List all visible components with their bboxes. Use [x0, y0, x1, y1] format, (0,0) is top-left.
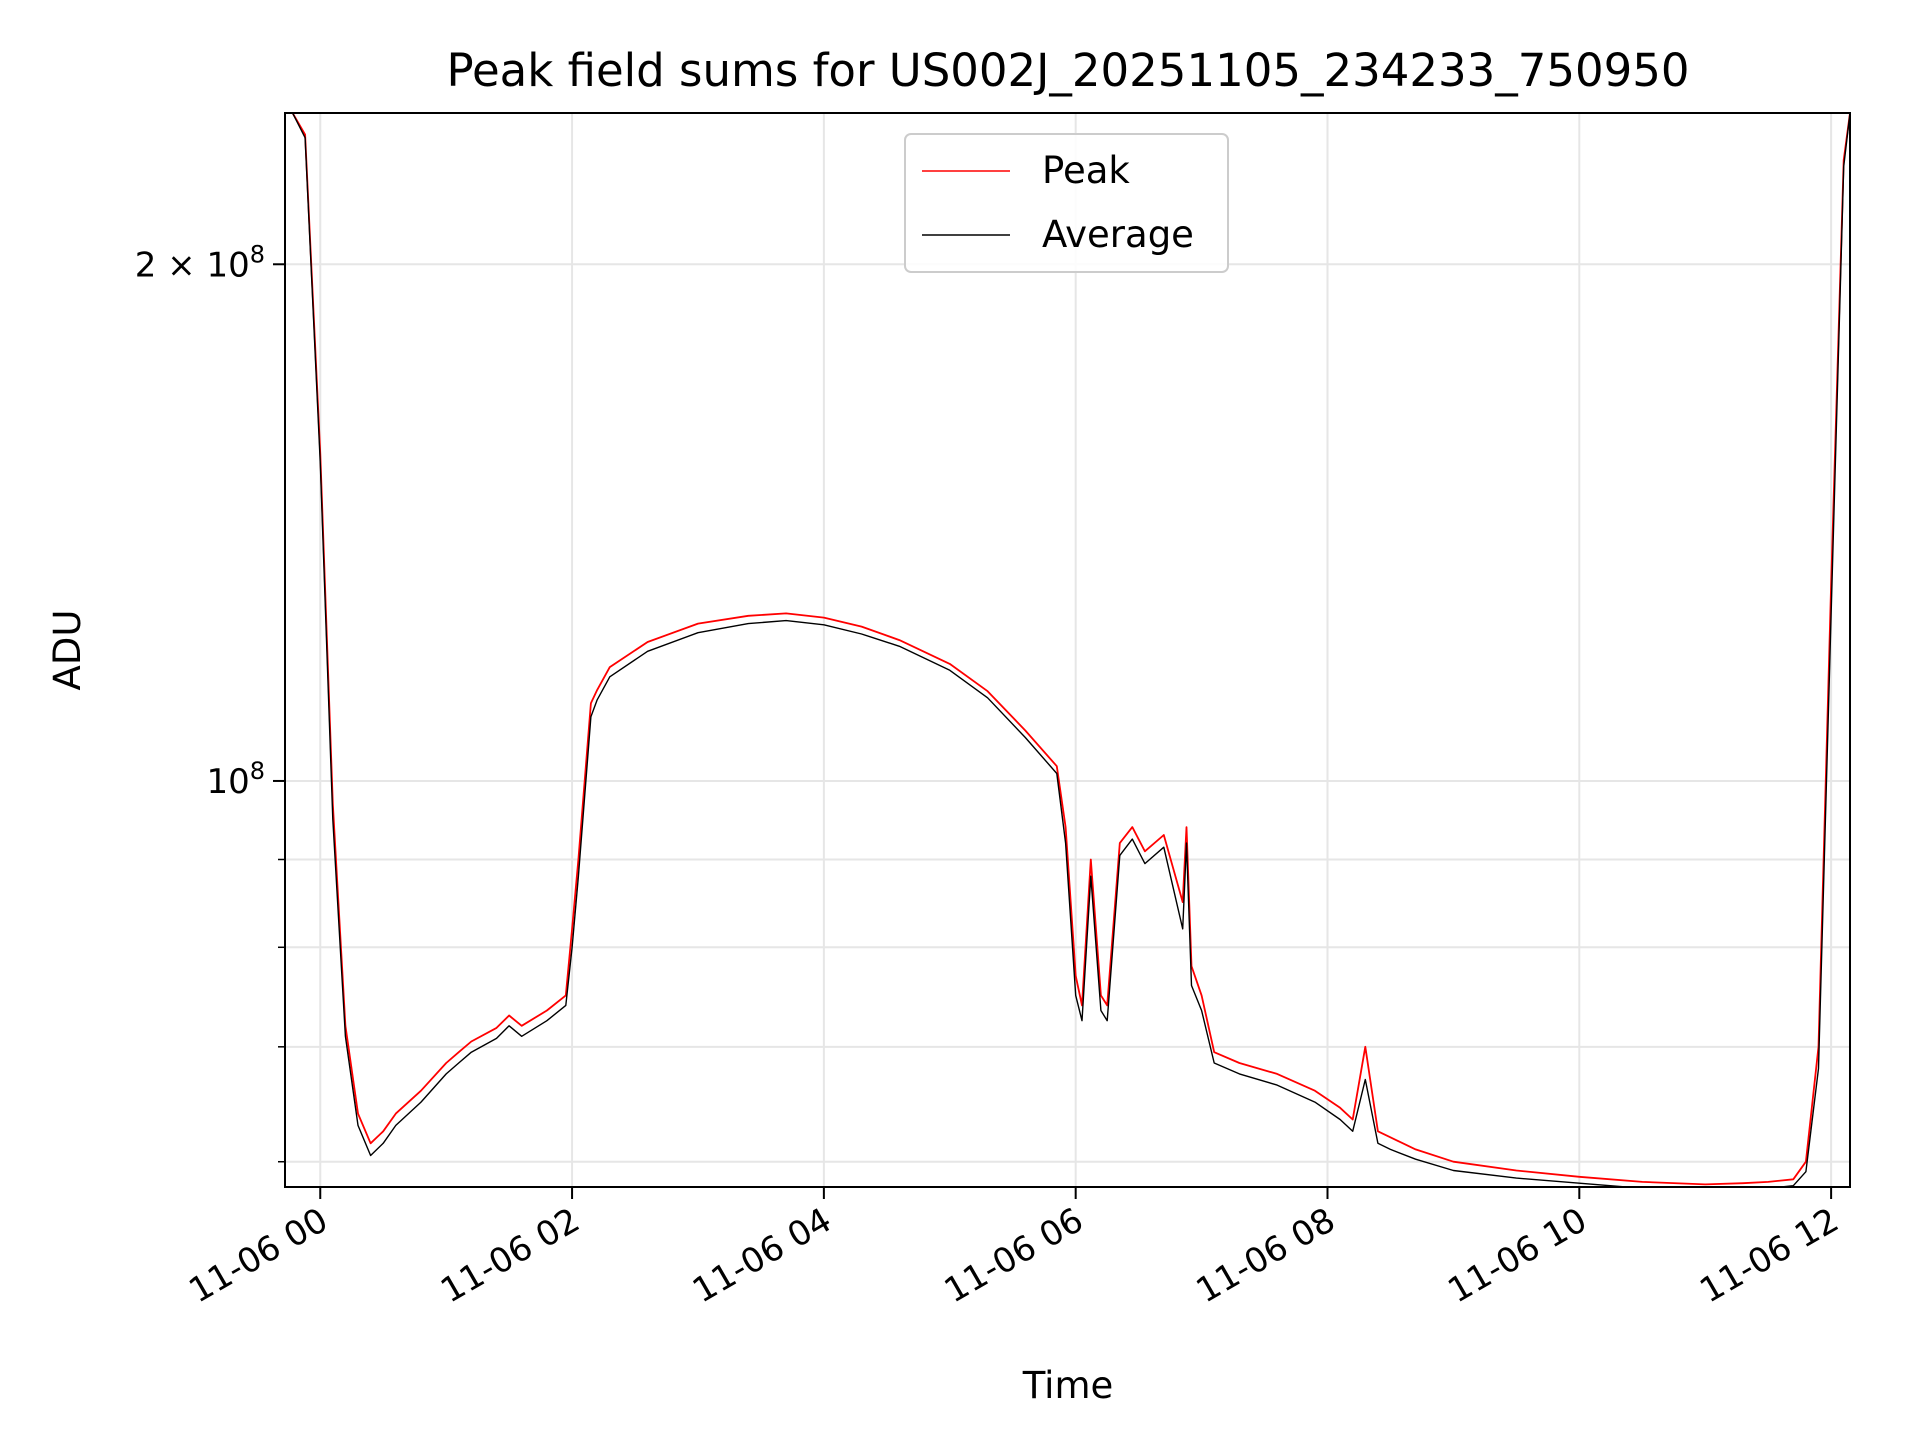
- y-tick-base: 10: [206, 245, 249, 285]
- legend-peak-label: Peak: [1042, 149, 1130, 192]
- series-line-peak: [285, 113, 1850, 1186]
- y-tick-exponent: 8: [250, 240, 265, 268]
- y-tick-label: 108: [206, 757, 265, 802]
- chart-title: Peak field sums for US002J_20251105_2342…: [446, 44, 1689, 97]
- legend: Peak Average: [904, 133, 1229, 273]
- y-tick-multiplier: 2 ×: [135, 245, 207, 285]
- legend-average-label: Average: [1042, 213, 1194, 256]
- y-tick-exponent: 8: [250, 757, 265, 785]
- plot-series: [285, 113, 1850, 1187]
- y-tick-base: 10: [206, 762, 249, 802]
- plot-frame: [284, 112, 1851, 1188]
- y-tick-label: 2 × 108: [135, 240, 265, 285]
- legend-box: [904, 133, 1229, 273]
- x-axis-label: Time: [1022, 1364, 1114, 1407]
- series-line-average: [285, 113, 1850, 1187]
- y-axis-label: ADU: [46, 610, 89, 691]
